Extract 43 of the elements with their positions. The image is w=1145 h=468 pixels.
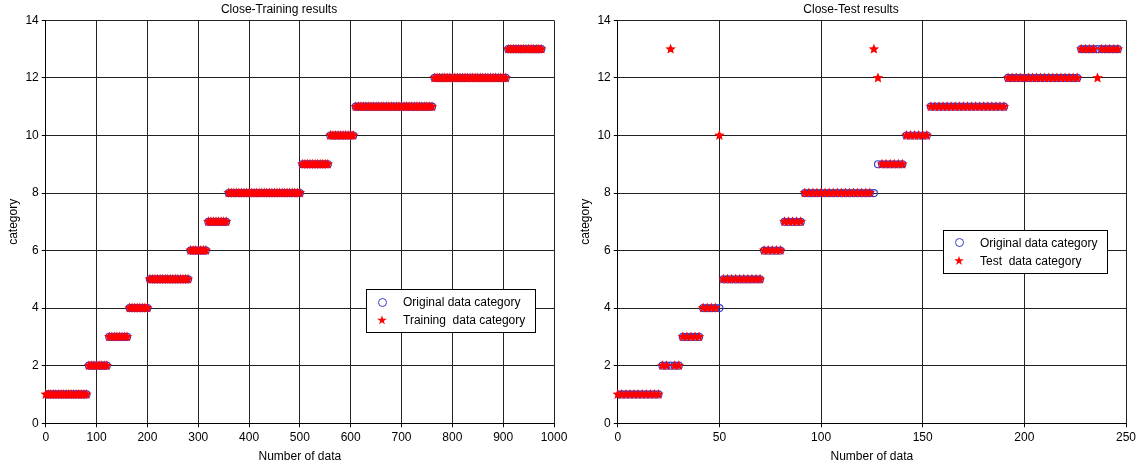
- y-tick-label: 6: [604, 242, 612, 257]
- y-tick-label: 12: [25, 70, 40, 85]
- x-tick-label: 500: [289, 429, 311, 444]
- x-tick-label: 250: [1115, 429, 1137, 444]
- x-tick-label: 900: [493, 429, 514, 444]
- legend-label: Original data category: [403, 295, 521, 310]
- x-tick-label: 50: [712, 429, 727, 444]
- y-tick-label: 14: [25, 12, 40, 27]
- x-tick-label: 200: [1014, 429, 1035, 444]
- y-tick-label: 0: [32, 415, 40, 430]
- y-tick-label: 10: [25, 127, 40, 142]
- y-tick-label: 14: [597, 12, 612, 27]
- x-tick-label: 0: [42, 429, 50, 444]
- y-tick-label: 8: [604, 185, 612, 200]
- x-tick-label: 100: [86, 429, 107, 444]
- y-axis-title: category: [5, 198, 20, 245]
- y-axis-title: category: [577, 198, 592, 245]
- chart-title: Close-Test results: [803, 1, 899, 16]
- x-axis-title: Number of data: [258, 449, 342, 464]
- y-tick-label: 6: [32, 242, 40, 257]
- y-tick-label: 2: [32, 357, 40, 372]
- x-tick-label: 300: [188, 429, 209, 444]
- x-tick-label: 1000: [540, 429, 568, 444]
- x-axis-title: Number of data: [830, 449, 914, 464]
- y-tick-label: 12: [597, 70, 612, 85]
- legend-label: Training data category: [403, 313, 526, 328]
- y-tick-label: 10: [597, 127, 612, 142]
- x-tick-label: 800: [442, 429, 463, 444]
- legend-label: Original data category: [980, 235, 1098, 250]
- legend-label: Test data category: [980, 253, 1082, 268]
- x-tick-label: 150: [912, 429, 934, 444]
- y-tick-label: 2: [604, 357, 612, 372]
- x-tick-label: 400: [239, 429, 260, 444]
- y-tick-label: 4: [604, 300, 612, 315]
- chart-title: Close-Training results: [220, 1, 338, 16]
- y-tick-label: 0: [604, 415, 612, 430]
- x-tick-label: 700: [391, 429, 412, 444]
- x-tick-label: 0: [614, 429, 622, 444]
- x-tick-label: 600: [340, 429, 362, 444]
- x-tick-label: 200: [137, 429, 158, 444]
- x-tick-label: 100: [811, 429, 832, 444]
- y-tick-label: 8: [32, 185, 40, 200]
- y-tick-label: 4: [32, 300, 40, 315]
